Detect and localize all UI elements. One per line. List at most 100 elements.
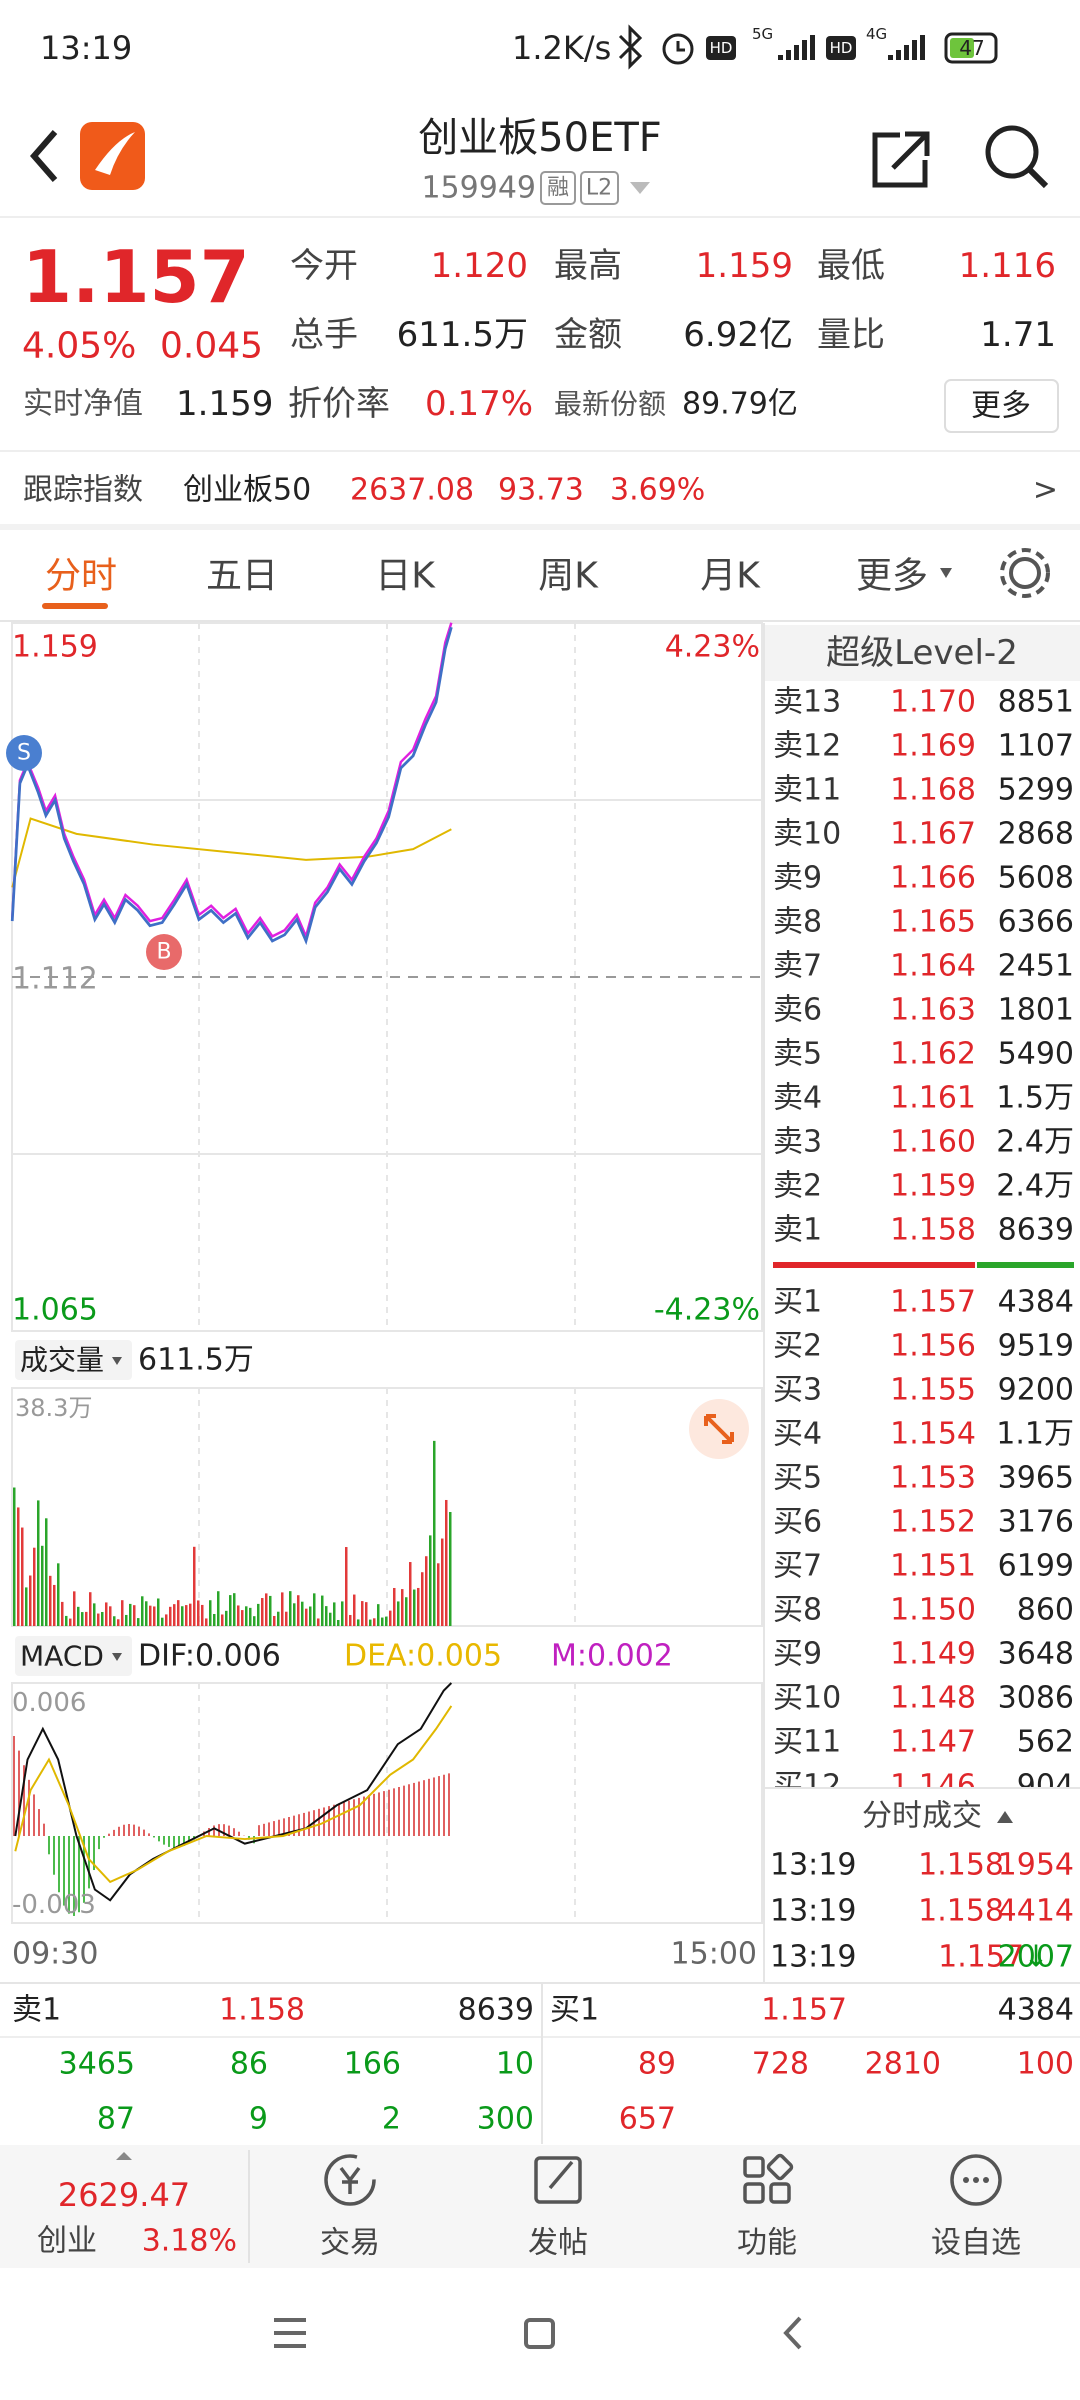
volume-bar xyxy=(389,1610,392,1626)
volume-bar xyxy=(81,1612,84,1626)
tab[interactable]: 月K xyxy=(700,556,761,597)
volume-bar xyxy=(13,1487,16,1626)
book-price: 1.165 xyxy=(890,905,976,940)
macd-bar xyxy=(443,1774,445,1836)
volume-bar xyxy=(185,1605,188,1626)
queue-volume: 4384 xyxy=(998,1993,1074,2028)
volume-bar xyxy=(301,1601,304,1626)
tab[interactable]: 日K xyxy=(375,556,436,597)
volume-bar xyxy=(169,1606,172,1626)
book-level: 卖7 xyxy=(773,949,822,984)
macd-label[interactable]: MACD xyxy=(20,1640,104,1673)
volume-bar xyxy=(133,1605,136,1626)
field-label: 量比 xyxy=(817,315,885,355)
book-price: 1.159 xyxy=(890,1169,976,1204)
divider xyxy=(0,1982,1080,1984)
volume-label[interactable]: 成交量 xyxy=(20,1344,104,1377)
macd-bar xyxy=(213,1825,215,1836)
macd-bar xyxy=(118,1826,120,1836)
volume-bar xyxy=(229,1595,232,1626)
book-level: 买9 xyxy=(773,1637,822,1672)
macd-bar xyxy=(273,1821,275,1836)
volume-bar xyxy=(65,1615,68,1626)
discount: 0.17% xyxy=(425,384,533,424)
book-price: 1.154 xyxy=(890,1417,976,1452)
nav-item[interactable]: 功能 xyxy=(737,2226,797,2261)
volume-bar xyxy=(413,1589,416,1626)
more-button[interactable] xyxy=(944,379,1059,433)
settings-button[interactable] xyxy=(1000,548,1050,598)
book-price: 1.168 xyxy=(890,773,976,808)
macd-bar xyxy=(438,1776,440,1836)
system-nav[interactable] xyxy=(274,2316,802,2350)
share-button[interactable] xyxy=(872,131,930,188)
macd-bar xyxy=(163,1836,165,1845)
book-level: 买6 xyxy=(773,1505,822,1540)
signal-bar xyxy=(810,35,815,60)
trade-direction: ↓ xyxy=(1023,1940,1048,1975)
macd-histogram xyxy=(13,1736,450,1916)
volume-bar xyxy=(205,1618,208,1626)
nav-item[interactable]: 设自选 xyxy=(931,2226,1021,2261)
nav-item[interactable]: 交易 xyxy=(320,2226,380,2261)
volume-bar xyxy=(145,1601,148,1626)
macd-bar xyxy=(138,1826,140,1836)
orderbook-rows: 卖13 1.170 8851 卖12 1.169 1107 卖11 1.168 5299 卖10 1… xyxy=(773,685,1074,1788)
trade-volume: 4414 xyxy=(998,1894,1074,1929)
volume-bar xyxy=(305,1608,308,1626)
track-name: 创业板50 xyxy=(183,473,311,508)
volume-bar xyxy=(209,1600,212,1626)
volume-bar xyxy=(441,1538,444,1626)
macd-bar xyxy=(338,1803,340,1836)
tab[interactable]: 分时 xyxy=(45,556,117,597)
shares-label: 最新份额 xyxy=(554,388,666,421)
macd-bottom: -0.003 xyxy=(12,1890,96,1920)
volume-bar xyxy=(361,1601,364,1626)
expand-icon xyxy=(116,2152,132,2160)
macd-bar xyxy=(333,1804,335,1836)
nav-value: 1.159 xyxy=(176,384,273,424)
tab[interactable]: 更多 xyxy=(856,556,928,597)
nav-item[interactable]: 发帖 xyxy=(528,2226,588,2261)
volume-bar xyxy=(377,1604,380,1626)
tab[interactable]: 五日 xyxy=(206,556,278,597)
level-badge: L2 xyxy=(586,176,612,201)
book-level: 卖5 xyxy=(773,1037,822,1072)
book-volume: 6366 xyxy=(998,905,1074,940)
book-price: 1.160 xyxy=(890,1125,976,1160)
badge xyxy=(540,171,576,205)
macd-bar xyxy=(263,1823,265,1836)
book-volume: 5608 xyxy=(998,861,1074,896)
index-name: 创业 xyxy=(37,2224,97,2259)
volume-bar xyxy=(101,1611,104,1626)
book-volume: 1107 xyxy=(998,729,1074,764)
volume-bar xyxy=(425,1556,428,1626)
tab[interactable]: 周K xyxy=(538,556,599,597)
book-level: 买1 xyxy=(773,1285,822,1320)
axis-mid: 1.112 xyxy=(12,962,98,997)
book-price: 1.161 xyxy=(890,1081,976,1116)
buy-order: 728 xyxy=(752,2047,809,2082)
marker-label: S xyxy=(17,741,31,766)
trade-price: 1.158 xyxy=(918,1894,1004,1929)
book-volume: 860 xyxy=(1017,1593,1074,1628)
axis-low-pct: -4.23% xyxy=(654,1293,760,1328)
signal-bar xyxy=(896,50,901,60)
buy-order: 2810 xyxy=(865,2047,941,2082)
macd-bar xyxy=(393,1788,395,1836)
book-level: 买5 xyxy=(773,1461,822,1496)
expand-button[interactable] xyxy=(689,1399,749,1459)
indicator-selector[interactable] xyxy=(15,1636,132,1676)
collapse-icon xyxy=(997,1811,1013,1823)
book-level: 卖8 xyxy=(773,905,822,940)
volume-bar xyxy=(249,1607,252,1626)
volume-selector[interactable] xyxy=(15,1340,132,1380)
volume-bar xyxy=(257,1603,260,1626)
more-label[interactable]: 更多 xyxy=(971,389,1031,424)
back-button[interactable] xyxy=(30,130,58,182)
volume-bar xyxy=(129,1603,132,1626)
book-volume: 2451 xyxy=(998,949,1074,984)
macd-bar xyxy=(63,1836,65,1906)
search-button[interactable] xyxy=(985,125,1049,189)
